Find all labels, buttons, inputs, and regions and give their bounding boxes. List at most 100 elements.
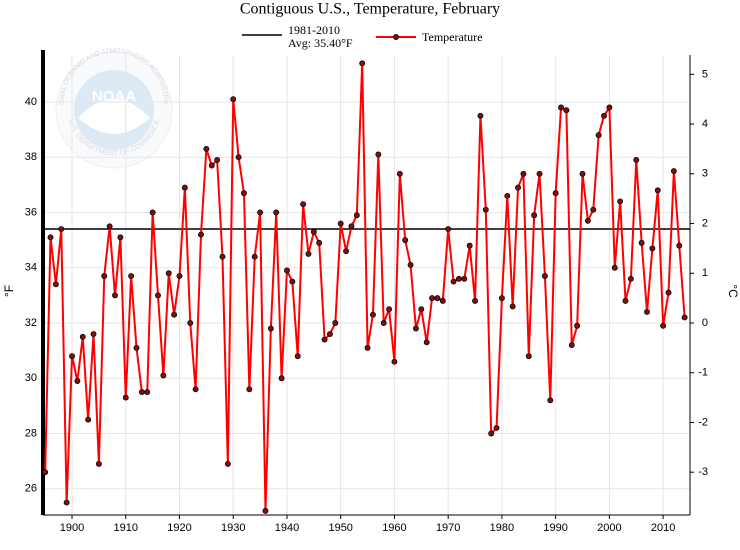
data-point bbox=[138, 389, 145, 396]
data-point bbox=[273, 209, 280, 216]
x-tick-label: 1940 bbox=[275, 522, 299, 534]
data-point bbox=[574, 322, 581, 329]
data-point bbox=[584, 217, 591, 224]
logo-ring bbox=[55, 51, 173, 169]
data-point bbox=[665, 289, 672, 296]
data-point bbox=[144, 389, 151, 396]
y-tick-label: 38 bbox=[25, 151, 37, 163]
data-point bbox=[558, 104, 564, 111]
data-point bbox=[214, 157, 221, 163]
x-tick-label: 2010 bbox=[651, 522, 675, 534]
data-point bbox=[676, 242, 683, 249]
data-point bbox=[294, 353, 301, 360]
data-point bbox=[74, 378, 81, 384]
y-tick-label: 26 bbox=[25, 483, 37, 495]
y2-tick-label: 5 bbox=[702, 68, 708, 80]
data-point bbox=[69, 353, 75, 360]
data-point bbox=[429, 295, 436, 302]
data-point bbox=[590, 206, 597, 213]
data-point bbox=[90, 331, 97, 337]
data-point bbox=[235, 154, 242, 161]
data-point bbox=[402, 237, 409, 244]
data-point bbox=[112, 292, 118, 299]
y2-tick-label: -3 bbox=[698, 466, 708, 478]
data-point bbox=[412, 325, 419, 332]
data-point bbox=[149, 209, 156, 216]
data-point bbox=[568, 342, 575, 349]
data-point bbox=[638, 239, 645, 246]
data-point bbox=[106, 223, 113, 230]
data-point bbox=[155, 292, 161, 299]
y2-tick-label: 0 bbox=[702, 317, 708, 329]
data-point bbox=[391, 358, 398, 365]
y-tick-label: 30 bbox=[25, 372, 37, 384]
data-point bbox=[176, 273, 183, 279]
data-point bbox=[541, 273, 548, 279]
data-point bbox=[445, 226, 452, 233]
data-point bbox=[348, 223, 355, 230]
y-tick-label: 32 bbox=[25, 317, 37, 329]
y2-tick-label: 2 bbox=[702, 217, 708, 229]
data-point bbox=[327, 331, 333, 337]
data-point bbox=[434, 295, 441, 302]
data-point bbox=[477, 112, 484, 119]
data-point bbox=[79, 333, 86, 340]
data-point bbox=[536, 170, 543, 177]
chart-title: Contiguous U.S., Temperature, February bbox=[240, 1, 500, 18]
data-point bbox=[310, 228, 317, 235]
data-point bbox=[654, 187, 661, 194]
data-point bbox=[359, 60, 366, 67]
data-point bbox=[198, 231, 204, 238]
data-point bbox=[547, 397, 554, 404]
data-point bbox=[423, 339, 430, 346]
data-point bbox=[364, 344, 371, 351]
data-point bbox=[316, 239, 323, 246]
data-point bbox=[284, 267, 290, 274]
y-tick-label: 36 bbox=[25, 206, 37, 218]
y2-tick-label: 4 bbox=[702, 118, 708, 130]
data-point bbox=[58, 226, 65, 233]
data-point bbox=[85, 416, 92, 423]
y2-axis-label: °C bbox=[726, 284, 740, 298]
data-point bbox=[278, 375, 285, 382]
data-point bbox=[122, 394, 129, 401]
noaa-logo: NOAA NATIONAL OCEANIC AND ATMOSPHERIC AD… bbox=[0, 0, 173, 169]
data-point bbox=[660, 322, 667, 329]
data-point bbox=[289, 278, 296, 285]
data-point bbox=[230, 96, 237, 103]
data-point bbox=[531, 212, 538, 219]
data-point bbox=[396, 170, 403, 177]
data-point bbox=[439, 297, 446, 304]
data-point bbox=[493, 425, 500, 431]
data-point bbox=[262, 507, 269, 514]
data-point bbox=[187, 320, 194, 326]
data-point bbox=[267, 325, 274, 332]
data-point bbox=[633, 157, 640, 163]
data-point bbox=[595, 132, 602, 139]
logo-name: NOAA bbox=[92, 88, 136, 105]
x-tick-label: 1930 bbox=[221, 522, 245, 534]
logo-disc bbox=[74, 70, 154, 150]
x-tick-label: 1900 bbox=[60, 522, 84, 534]
data-point bbox=[466, 242, 473, 249]
data-point bbox=[52, 281, 59, 288]
data-point bbox=[525, 353, 532, 360]
data-point bbox=[224, 460, 231, 467]
data-point bbox=[219, 253, 226, 260]
data-point bbox=[482, 206, 489, 213]
data-point bbox=[579, 170, 586, 177]
data-point bbox=[95, 460, 102, 467]
temperature-line bbox=[44, 63, 686, 511]
y-axis-label: °F bbox=[2, 285, 16, 297]
legend-temperature-name: Temperature bbox=[422, 30, 482, 44]
data-point bbox=[380, 320, 387, 326]
data-point bbox=[611, 264, 618, 271]
x-tick-label: 1990 bbox=[543, 522, 567, 534]
data-point bbox=[488, 430, 495, 437]
logo-bird bbox=[78, 99, 150, 134]
data-point bbox=[42, 469, 49, 476]
data-point bbox=[520, 170, 527, 177]
data-point bbox=[498, 295, 505, 302]
data-point bbox=[117, 234, 124, 241]
data-point bbox=[461, 275, 468, 282]
